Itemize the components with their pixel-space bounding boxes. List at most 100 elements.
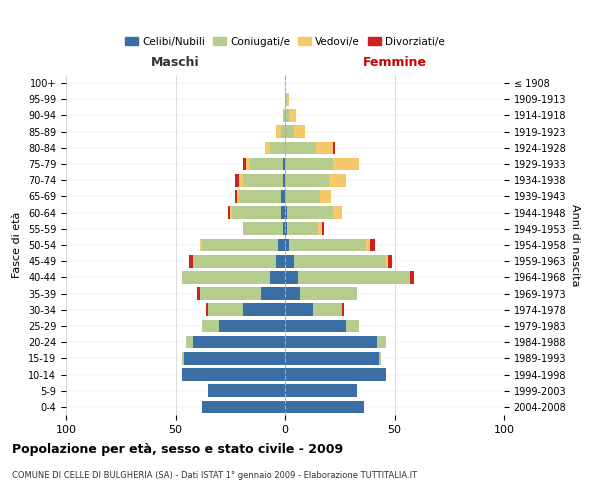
Bar xyxy=(285,288,301,300)
Bar xyxy=(235,174,239,186)
Bar xyxy=(285,174,329,186)
Bar xyxy=(285,368,386,381)
Bar xyxy=(346,320,359,332)
Bar xyxy=(208,304,244,316)
Bar xyxy=(289,238,366,252)
Bar xyxy=(285,222,287,235)
Bar xyxy=(318,222,322,235)
Bar xyxy=(276,126,281,138)
Bar xyxy=(261,288,285,300)
Bar xyxy=(287,206,333,219)
Bar xyxy=(232,206,281,219)
Bar xyxy=(285,142,316,154)
Bar xyxy=(377,336,386,348)
Bar xyxy=(244,222,283,235)
Bar xyxy=(370,238,375,252)
Bar xyxy=(294,255,386,268)
Bar xyxy=(200,288,261,300)
Text: Maschi: Maschi xyxy=(151,56,200,68)
Text: Popolazione per età, sesso e stato civile - 2009: Popolazione per età, sesso e stato civil… xyxy=(12,442,343,456)
Bar xyxy=(193,336,285,348)
Bar xyxy=(220,320,285,332)
Bar xyxy=(285,320,346,332)
Bar xyxy=(239,190,281,202)
Bar xyxy=(285,255,294,268)
Bar xyxy=(386,255,388,268)
Bar xyxy=(265,142,269,154)
Bar xyxy=(298,271,410,283)
Bar xyxy=(285,336,377,348)
Bar xyxy=(285,304,313,316)
Bar xyxy=(342,304,344,316)
Bar xyxy=(202,400,285,413)
Bar xyxy=(202,238,278,252)
Bar xyxy=(245,158,250,170)
Bar xyxy=(285,206,287,219)
Text: Femmine: Femmine xyxy=(362,56,427,68)
Bar xyxy=(287,93,289,106)
Bar xyxy=(366,238,370,252)
Bar xyxy=(244,174,283,186)
Bar xyxy=(289,109,296,122)
Bar xyxy=(388,255,392,268)
Legend: Celibi/Nubili, Coniugati/e, Vedovi/e, Divorziati/e: Celibi/Nubili, Coniugati/e, Vedovi/e, Di… xyxy=(121,32,449,51)
Bar xyxy=(239,174,244,186)
Bar xyxy=(228,206,230,219)
Y-axis label: Fasce di età: Fasce di età xyxy=(13,212,22,278)
Bar xyxy=(285,352,379,364)
Bar xyxy=(285,190,320,202)
Bar xyxy=(283,158,285,170)
Bar xyxy=(193,255,276,268)
Bar xyxy=(235,190,237,202)
Bar xyxy=(182,271,269,283)
Bar xyxy=(285,93,287,106)
Bar xyxy=(187,336,193,348)
Bar xyxy=(269,142,285,154)
Bar xyxy=(276,255,285,268)
Bar xyxy=(410,271,414,283)
Bar xyxy=(322,222,325,235)
Bar xyxy=(208,384,285,397)
Bar xyxy=(283,174,285,186)
Bar xyxy=(200,238,202,252)
Bar xyxy=(301,288,357,300)
Bar xyxy=(237,190,239,202)
Bar xyxy=(250,158,283,170)
Bar xyxy=(379,352,382,364)
Bar xyxy=(333,142,335,154)
Bar xyxy=(285,238,289,252)
Bar xyxy=(281,126,285,138)
Bar xyxy=(244,158,245,170)
Bar xyxy=(197,288,200,300)
Bar xyxy=(244,304,285,316)
Bar xyxy=(188,255,193,268)
Text: COMUNE DI CELLE DI BULGHERIA (SA) - Dati ISTAT 1° gennaio 2009 - Elaborazione TU: COMUNE DI CELLE DI BULGHERIA (SA) - Dati… xyxy=(12,471,417,480)
Bar xyxy=(333,206,342,219)
Bar xyxy=(202,320,220,332)
Bar xyxy=(182,368,285,381)
Bar xyxy=(333,158,359,170)
Bar xyxy=(294,126,305,138)
Bar xyxy=(206,304,208,316)
Bar xyxy=(329,174,346,186)
Bar xyxy=(281,190,285,202)
Bar xyxy=(285,158,333,170)
Bar xyxy=(184,352,285,364)
Bar xyxy=(285,400,364,413)
Bar xyxy=(285,126,294,138)
Bar xyxy=(313,304,342,316)
Bar xyxy=(285,271,298,283)
Bar xyxy=(320,190,331,202)
Y-axis label: Anni di nascita: Anni di nascita xyxy=(571,204,580,286)
Bar xyxy=(283,109,285,122)
Bar xyxy=(316,142,333,154)
Bar xyxy=(283,222,285,235)
Bar xyxy=(285,384,357,397)
Bar xyxy=(285,109,289,122)
Bar xyxy=(269,271,285,283)
Bar xyxy=(182,352,184,364)
Bar xyxy=(281,206,285,219)
Bar xyxy=(287,222,318,235)
Bar xyxy=(230,206,232,219)
Bar xyxy=(278,238,285,252)
